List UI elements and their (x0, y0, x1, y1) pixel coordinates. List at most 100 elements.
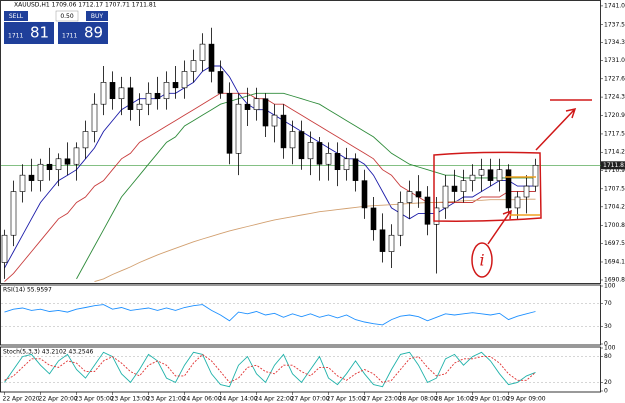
candle-body (226, 92, 233, 154)
sell-price-box[interactable] (4, 22, 54, 44)
sell-price-pips[interactable]: 81 (30, 24, 49, 42)
candle-body (217, 71, 224, 94)
x-tick-label: 23 Apr 13:00 (111, 396, 150, 403)
candle-body (370, 207, 377, 231)
candle-body (298, 131, 305, 160)
candle-body (334, 153, 341, 171)
candle-body (190, 60, 197, 72)
annotation-arrow (535, 107, 577, 151)
candle-body (523, 185, 530, 198)
x-tick-label: 22 Apr 2020 (3, 396, 40, 403)
y-tick-label: 80 (604, 353, 612, 360)
candle-body (118, 87, 125, 100)
candle-body (289, 131, 296, 149)
x-tick-label: 27 Apr 07:00 (291, 396, 330, 403)
candle-body (145, 92, 152, 105)
y-tick-label: 1737.55 (604, 21, 625, 28)
y-tick-label: 1710.90 (604, 167, 625, 174)
candle-body (280, 114, 287, 149)
x-tick-label: 23 Apr 05:00 (75, 396, 114, 403)
buy-label[interactable]: BUY (91, 13, 104, 20)
candle-body (82, 131, 89, 149)
candle-body (469, 174, 476, 181)
y-tick-label: 1700.80 (604, 222, 625, 229)
candle-body (37, 163, 44, 181)
candle-body (91, 103, 98, 132)
annotation-box (433, 151, 542, 222)
candle-body (181, 71, 188, 89)
annotation-circle (471, 242, 493, 278)
y-tick-label: 1720.90 (604, 112, 625, 119)
chart-title: XAUUSD,H1 1709.06 1712.17 1707.71 1711.8… (14, 2, 157, 9)
y-tick-label: 1704.20 (604, 203, 625, 210)
lot-field[interactable] (55, 10, 79, 22)
x-tick-label: 27 Apr 15:00 (327, 396, 366, 403)
candle-body (73, 147, 80, 165)
buy-price-box[interactable] (58, 22, 108, 44)
candle-body (460, 180, 467, 192)
y-tick-label: 20 (604, 379, 612, 386)
annotations (433, 99, 592, 278)
candle-body (19, 174, 26, 192)
candle-body (55, 158, 62, 171)
buy-price-big[interactable]: 1711 (62, 33, 77, 40)
candle-body (388, 234, 395, 252)
y-tick-label: 1741.00 (604, 2, 625, 9)
x-tick-label: 23 Apr 21:00 (147, 396, 186, 403)
sell-label[interactable]: SELL (9, 13, 24, 20)
x-tick-label: 28 Apr 16:00 (435, 396, 474, 403)
candle-body (172, 82, 179, 89)
candle-body (451, 185, 458, 192)
candle-body (253, 98, 260, 110)
sell-button[interactable] (4, 11, 28, 21)
last-price-tag (601, 161, 625, 170)
trade-panel: SELL 0.50 BUY 1711 81 1711 89 (4, 10, 108, 44)
candle-body (532, 164, 539, 187)
candle-body (28, 174, 35, 181)
candle-body (46, 163, 53, 171)
panel-title: RSI(14) 55.9597 (3, 287, 52, 294)
sell-price-big[interactable]: 1711 (8, 33, 23, 40)
panel-title: Stoch(5,3,3) 43.2102 43.2546 (3, 349, 94, 356)
candle-body (100, 82, 107, 105)
buy-price-pips[interactable]: 89 (84, 24, 103, 42)
candle-body (424, 196, 431, 225)
candle-body (406, 191, 413, 203)
candle-body (352, 158, 359, 181)
main-panel (0, 0, 601, 284)
candle-body (10, 191, 17, 236)
lot-label[interactable]: 0.50 (60, 13, 74, 20)
candle-body (199, 43, 206, 61)
candle-body (109, 82, 116, 100)
y-tick-label: 1714.20 (604, 149, 625, 156)
y-tick-label: 1707.50 (604, 185, 625, 192)
candle-body (325, 153, 332, 165)
candle-body (478, 169, 485, 176)
line-series (4, 351, 536, 388)
last-price-label: 1711.81 (603, 162, 625, 169)
line-series (4, 353, 536, 383)
candle-body (505, 169, 512, 209)
y-tick-label: 0 (604, 341, 608, 348)
x-tick-label: 24 Apr 06:00 (183, 396, 222, 403)
candle-body (244, 103, 251, 110)
y-tick-label: 100 (604, 345, 616, 352)
candle-body (163, 82, 170, 100)
line-series (94, 198, 536, 283)
candle-body (271, 114, 278, 127)
line-series (76, 92, 536, 280)
y-tick-label: 1717.55 (604, 130, 625, 137)
y-tick-label: 30 (604, 323, 612, 330)
y-tick-label: 1694.10 (604, 258, 625, 265)
x-tick-label: 24 Apr 22:00 (255, 396, 294, 403)
y-tick-label: 1697.50 (604, 240, 625, 247)
candle-body (262, 98, 269, 127)
candle-body (208, 43, 215, 72)
buy-button[interactable] (86, 11, 108, 21)
candle-body (154, 92, 161, 100)
candle-body (64, 158, 71, 165)
line-series (4, 304, 536, 326)
candle-body (487, 169, 494, 181)
